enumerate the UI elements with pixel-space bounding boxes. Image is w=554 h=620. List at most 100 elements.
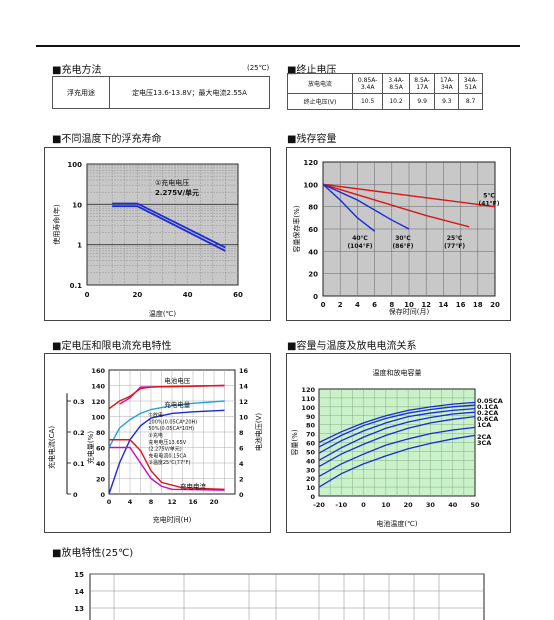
x-tick-label: 50	[470, 501, 480, 509]
right-tick: 12	[239, 398, 248, 406]
left-inner-tick: 160	[91, 367, 105, 375]
y-tick-label: 70	[306, 431, 316, 439]
y-tick-label: 120	[301, 386, 315, 394]
legend-line: (2.275V/单元)	[148, 446, 181, 453]
x-tick-label: 8	[389, 301, 394, 309]
series-label-f: (77°F)	[444, 243, 465, 250]
left-inner-tick: 80	[96, 429, 106, 437]
x-tick-label: 0	[107, 498, 112, 506]
y-tick-label: 100	[303, 181, 318, 189]
x-tick-label: 20	[132, 291, 142, 299]
left-outer-tick: 0.1	[73, 460, 85, 468]
series-line	[322, 183, 376, 232]
x-axis-label: 温度(℃)	[149, 309, 177, 318]
y-tick-label: 40	[308, 248, 318, 256]
x-tick-label: 10	[381, 501, 391, 509]
current-cell: 17A-34A	[434, 73, 460, 94]
series-line	[318, 404, 476, 448]
annotation-voltage-per-cell: 2.275V/单元	[155, 188, 199, 197]
capacity-retention-panel: 0 20 40 60 80 100 120 0 2 4 6 8 10 12 14 16 18 20 5℃ (41°F)…	[286, 147, 511, 321]
series-line	[108, 400, 225, 448]
label-charged-amount: 充电电量	[164, 400, 191, 409]
series-line	[318, 434, 476, 488]
series-line	[112, 205, 226, 252]
series-line	[108, 409, 225, 495]
x-axis-label: 电池温度(℃)	[376, 519, 418, 528]
left-inner-tick: 140	[91, 383, 105, 391]
y-tick-label: 120	[303, 159, 318, 167]
capacity-temp-inner-title: 温度和放电容量	[373, 368, 422, 377]
left-inner-tick: 40	[96, 460, 106, 468]
series-line	[112, 202, 226, 249]
x-tick-label: 10	[404, 301, 414, 309]
series-line	[322, 183, 410, 230]
x-axis-label: 充电时间(H)	[153, 515, 192, 524]
legend-line: 充电电压13.65V	[148, 439, 186, 446]
y-tick-label: 10	[72, 201, 82, 209]
y-tick-label: 40	[306, 457, 316, 465]
x-tick-label: -10	[335, 501, 347, 509]
y-tick-label: 13	[74, 605, 84, 613]
series-label-f: (41°F)	[479, 201, 500, 208]
series-label: 2CA	[477, 433, 491, 441]
left-inner-tick: 0	[100, 491, 105, 499]
charge-method-title: ■充电方法	[52, 65, 102, 76]
plot-area	[89, 573, 485, 620]
cv-charge-title: ■定电压和限电流充电特性	[52, 341, 172, 352]
legend-line: 50%(0.05CA*10H)	[148, 426, 194, 432]
legend-line: 100%(0.05CA*20H)	[148, 419, 197, 425]
y-tick-label: 80	[308, 204, 318, 212]
series-label: 0.6CA	[477, 415, 498, 423]
float-life-panel: 0.1 1 10 100 0 20 40 60 ①充电电压 2.275V/单元 温度(℃) 使用寿命(…	[44, 147, 271, 321]
legend-line: ③温度25℃(77°F)	[148, 459, 190, 466]
series-label: 0.1CA	[477, 403, 498, 411]
float-use-value: 定电压13.6-13.8V；最大电流2.55A	[109, 76, 270, 109]
series-label: 1CA	[477, 421, 491, 429]
y-tick-label: 15	[74, 571, 84, 579]
capacity-temp-title: ■容量与温度及放电电流关系	[287, 341, 417, 352]
series-label-f: (104°F)	[347, 243, 372, 250]
x-tick-label: 12	[167, 498, 176, 506]
series-label: 0.2CA	[477, 409, 498, 417]
x-tick-label: 4	[355, 301, 360, 309]
voltage-cell: 8.7	[458, 93, 483, 110]
right-tick: 14	[239, 383, 249, 391]
x-tick-label: 0	[85, 291, 90, 299]
x-tick-label: 20	[490, 301, 500, 309]
y-tick-label: 90	[306, 413, 316, 421]
left-outer-tick: 0	[73, 491, 78, 499]
charge-temp-note: (25℃)	[247, 64, 270, 72]
left-inner-tick: 60	[96, 445, 106, 453]
float-life-title: ■不同温度下的浮充寿命	[52, 134, 162, 145]
y-tick-label: 60	[308, 226, 318, 234]
x-tick-label: 8	[149, 498, 154, 506]
series-label: 30℃	[395, 235, 411, 242]
legend-line: 充电电流0.15CA	[148, 452, 187, 459]
voltage-cell: 10.2	[382, 93, 410, 110]
y-tick-label: 14	[74, 588, 84, 596]
series-line	[108, 384, 225, 410]
voltage-cell: 10.5	[351, 93, 384, 110]
left-outer-tick: 0.3	[73, 398, 85, 406]
left-inner-tick: 100	[91, 414, 105, 422]
series-label-f: (86°F)	[393, 243, 414, 250]
top-rule	[36, 45, 520, 47]
series-line	[109, 439, 225, 491]
y-axis-label: 容量保存率(%)	[292, 205, 301, 252]
right-tick: 0	[239, 491, 244, 499]
x-tick-label: 16	[188, 498, 198, 506]
discharge-chart: 15 14 13	[74, 571, 485, 620]
x-tick-label: 4	[128, 498, 133, 506]
x-tick-label: 0	[321, 301, 326, 309]
y-tick-label: 0	[313, 293, 318, 301]
capacity-temp-panel: 温度和放电容量 0 10 20 30 40 50 60 70 80 90 100 110 120 -20 -1…	[286, 353, 511, 533]
series-line	[318, 411, 476, 461]
y-axis-label: 容量(%)	[290, 429, 299, 455]
current-cell: 8.5A-17A	[408, 73, 436, 94]
series-line	[318, 426, 476, 477]
cutoff-voltage-label: 终止电压(V)	[287, 93, 353, 110]
series-line	[318, 401, 476, 444]
series-line	[322, 183, 496, 208]
